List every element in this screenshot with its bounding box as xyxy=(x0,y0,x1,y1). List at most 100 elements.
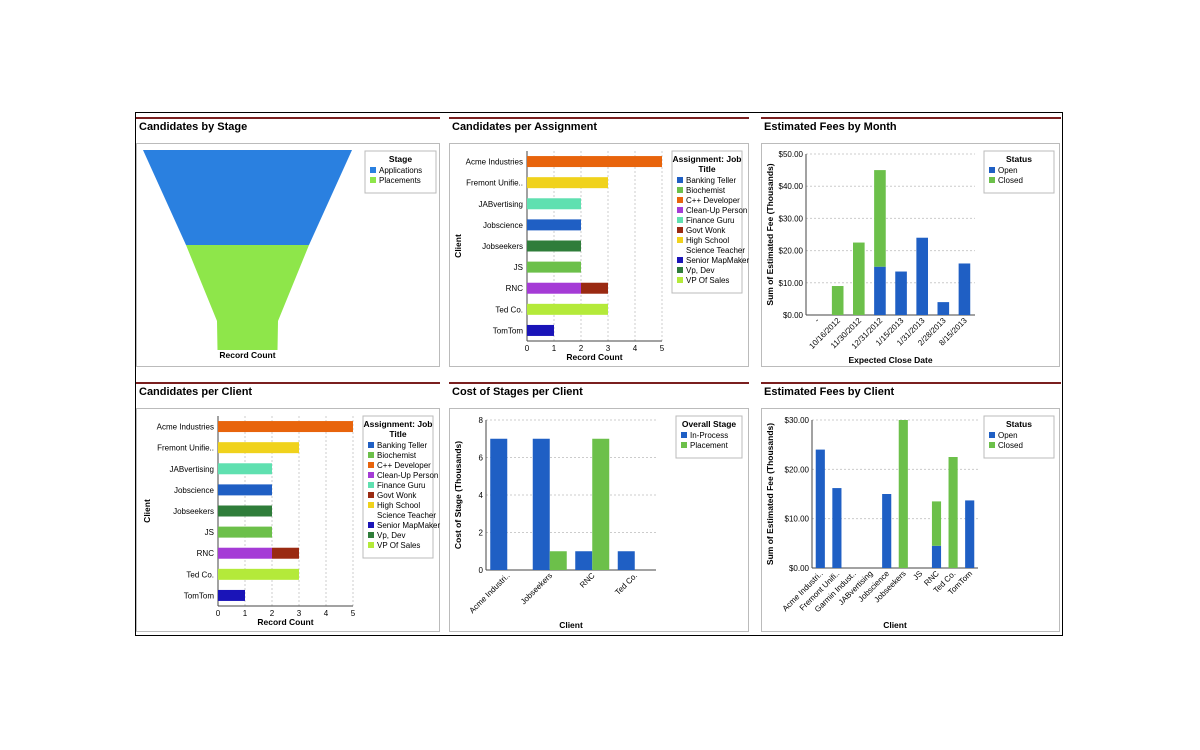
widget-title[interactable]: Candidates per Client xyxy=(139,386,253,398)
legend-label: Open xyxy=(998,166,1018,175)
bar xyxy=(490,438,508,570)
y-axis-title: Client xyxy=(142,499,152,523)
x-tick-label: Jobseekers xyxy=(519,571,554,606)
legend-label: High School xyxy=(686,236,729,245)
legend-label: VP Of Sales xyxy=(377,541,420,550)
x-axis-title: Record Count xyxy=(219,350,275,360)
y-tick-label: $10.00 xyxy=(779,279,804,288)
bar xyxy=(272,547,299,559)
widget-candidates-per-client: Candidates per Client 0 1 2 3 4 5 Acme Industr… xyxy=(136,378,440,634)
legend-swatch xyxy=(677,187,683,193)
chart-panel[interactable]: 0 1 2 3 4 5 Acme Industries Fremont Unifie.. JAB… xyxy=(449,143,749,367)
y-axis-title: Client xyxy=(453,234,463,258)
chart-panel[interactable]: $0.00 $10.00 $20.00 $30.00 Acme Industri.. Fr… xyxy=(761,408,1060,632)
legend-label: In-Process xyxy=(690,431,728,440)
bar xyxy=(815,449,825,568)
chart-panel[interactable]: 0 1 2 3 4 5 Acme Industries Fremont Unifie.. JAB… xyxy=(136,408,440,632)
legend-label: Finance Guru xyxy=(377,481,425,490)
bar xyxy=(527,240,581,252)
title-divider xyxy=(136,382,440,384)
legend-label: Clean-Up Person xyxy=(377,471,438,480)
legend-label: C++ Developer xyxy=(377,461,431,470)
legend-swatch xyxy=(677,207,683,213)
bar xyxy=(218,463,272,475)
x-tick-label: - xyxy=(813,316,821,324)
legend-swatch xyxy=(677,197,683,203)
x-tick-label: 2 xyxy=(270,609,275,618)
legend-swatch xyxy=(677,177,683,183)
bar xyxy=(527,282,581,294)
y-tick-label: Jobscience xyxy=(174,486,215,495)
bar xyxy=(895,271,907,315)
grouped-column-chart[interactable]: 0 2 4 6 8 Acme Industri.. Jobseekers RNC Ted Co.… xyxy=(450,409,750,633)
widget-title[interactable]: Candidates by Stage xyxy=(139,121,248,133)
widget-title[interactable]: Estimated Fees by Month xyxy=(764,121,897,133)
legend-label: Biochemist xyxy=(377,451,417,460)
x-tick-label: Ted Co. xyxy=(613,571,639,597)
bar xyxy=(898,420,908,568)
widget-candidates-per-assignment: Candidates per Assignment 0 1 2 3 4 5 Acme Ind… xyxy=(449,113,749,369)
legend-swatch xyxy=(677,257,683,263)
widget-title[interactable]: Estimated Fees by Client xyxy=(764,386,895,398)
x-tick-label: Acme Industri.. xyxy=(468,571,512,615)
legend-title: Status xyxy=(1006,154,1032,164)
bar xyxy=(218,526,272,538)
bar xyxy=(937,302,950,315)
x-tick-label: 1 xyxy=(243,609,248,618)
y-tick-label: Jobseekers xyxy=(173,507,214,516)
bar xyxy=(916,237,928,315)
y-tick-label: $20.00 xyxy=(785,465,810,474)
bar xyxy=(581,282,608,294)
bar xyxy=(831,286,844,315)
stacked-column-chart[interactable]: $0.00$10.00$20.00$30.00$40.00$50.00-10/1… xyxy=(762,144,1061,368)
bar xyxy=(218,547,272,559)
widget-title[interactable]: Cost of Stages per Client xyxy=(452,386,583,398)
bar xyxy=(527,303,608,315)
legend-swatch xyxy=(989,442,995,448)
x-tick-label: 5 xyxy=(351,609,356,618)
x-tick-label: 4 xyxy=(324,609,329,618)
legend-label: Placement xyxy=(690,441,729,450)
x-tick-label: 4 xyxy=(633,344,638,353)
legend-label: C++ Developer xyxy=(686,196,740,205)
horizontal-bar-chart[interactable]: 0 1 2 3 4 5 Acme Industries Fremont Unifie.. JAB… xyxy=(137,409,441,633)
legend-swatch xyxy=(368,452,374,458)
x-tick-label: 5 xyxy=(660,344,665,353)
horizontal-bar-chart[interactable]: 0 1 2 3 4 5 Acme Industries Fremont Unifie.. JAB… xyxy=(450,144,750,368)
bar xyxy=(958,263,971,315)
bar xyxy=(965,500,975,568)
legend-swatch xyxy=(370,177,376,183)
chart-panel[interactable]: $0.00 $10.00 $20.00 $30.00 $40.00 $50.00-10/1… xyxy=(761,143,1060,367)
legend-title: Title xyxy=(698,164,716,174)
legend-title: Status xyxy=(1006,419,1032,429)
legend-box xyxy=(983,150,1055,194)
legend-label: Senior MapMaker xyxy=(377,521,440,530)
legend-label: Govt Wonk xyxy=(686,226,726,235)
y-tick-label: $40.00 xyxy=(779,182,804,191)
bar xyxy=(575,551,593,570)
x-tick-label: 1 xyxy=(552,344,557,353)
legend-box xyxy=(983,415,1055,459)
legend-title: Assignment: Job xyxy=(364,419,433,429)
y-tick-label: $10.00 xyxy=(785,515,810,524)
widget-title[interactable]: Candidates per Assignment xyxy=(452,121,598,133)
legend-label: Banking Teller xyxy=(686,176,736,185)
legend-swatch xyxy=(368,502,374,508)
legend-label: Clean-Up Person xyxy=(686,206,747,215)
legend-label: Vp, Dev xyxy=(377,531,405,540)
legend-swatch xyxy=(368,482,374,488)
title-divider xyxy=(449,382,749,384)
y-tick-label: TomTom xyxy=(184,591,215,600)
y-tick-label: $30.00 xyxy=(779,214,804,223)
chart-panel[interactable]: Record Count Stage Applications Placements xyxy=(136,143,440,367)
title-divider xyxy=(136,117,440,119)
bar xyxy=(532,438,550,570)
chart-panel[interactable]: 0 2 4 6 8 Acme Industri.. Jobseekers RNC Ted Co.… xyxy=(449,408,749,632)
legend-label: Finance Guru xyxy=(686,216,734,225)
legend-title: Title xyxy=(389,429,407,439)
y-tick-label: $50.00 xyxy=(779,150,804,159)
title-divider xyxy=(761,382,1061,384)
funnel-segment-applications xyxy=(143,150,352,245)
